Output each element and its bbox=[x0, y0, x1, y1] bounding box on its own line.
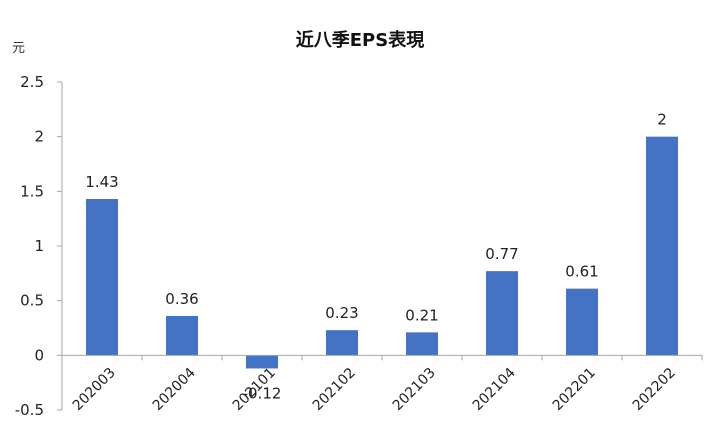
y-unit-label: 元 bbox=[12, 41, 25, 56]
data-label: 0.36 bbox=[165, 290, 198, 308]
x-tick-label: 202103 bbox=[390, 365, 439, 414]
y-tick-label: 0 bbox=[34, 346, 44, 364]
bar-202102 bbox=[326, 330, 358, 356]
y-tick-label: 1.5 bbox=[20, 182, 44, 200]
data-label: 1.43 bbox=[85, 173, 118, 191]
bar-202104 bbox=[486, 271, 518, 356]
bar-202101 bbox=[246, 355, 278, 369]
bar-202003 bbox=[86, 198, 118, 356]
y-tick-label: 2.5 bbox=[20, 73, 44, 91]
y-tick-label: 0.5 bbox=[20, 292, 44, 310]
y-axis: -0.5 0 0.5 1 1.5 2 2.5 bbox=[15, 73, 63, 419]
x-tick-label: 202004 bbox=[150, 365, 199, 414]
y-tick-label: 2 bbox=[34, 128, 44, 146]
x-tick-label: 202201 bbox=[550, 365, 599, 414]
x-tick-label: 202003 bbox=[70, 365, 119, 414]
bar-202103 bbox=[406, 332, 438, 356]
data-label: 2 bbox=[657, 111, 667, 129]
x-tick-label: 202104 bbox=[470, 365, 519, 414]
bar-202202 bbox=[646, 136, 678, 356]
data-label: 0.21 bbox=[405, 306, 438, 324]
data-label: 0.61 bbox=[565, 263, 598, 281]
y-tick-label: 1 bbox=[34, 237, 44, 255]
bar-202004 bbox=[166, 315, 198, 356]
data-label: -0.12 bbox=[243, 384, 282, 402]
data-label: 0.77 bbox=[485, 245, 518, 263]
y-tick-label: -0.5 bbox=[15, 401, 44, 419]
bar-202201 bbox=[566, 288, 598, 356]
chart-title: 近八季EPS表現 bbox=[296, 29, 424, 51]
x-tick-label: 202102 bbox=[310, 365, 359, 414]
data-label: 0.23 bbox=[325, 304, 358, 322]
x-axis: 202003 202004 202101 202102 202103 202104 2022… bbox=[61, 354, 703, 414]
bar-series: 1.43 0.36 -0.12 0.23 0.21 0.77 0.61 2 bbox=[85, 111, 678, 402]
x-tick-label: 202202 bbox=[630, 365, 679, 414]
